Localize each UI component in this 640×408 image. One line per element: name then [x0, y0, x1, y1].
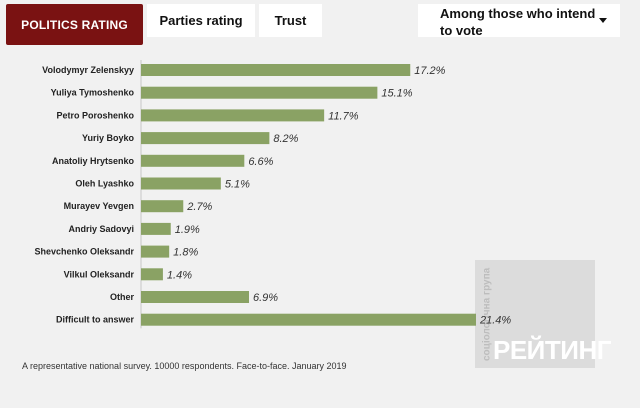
- bar: [141, 154, 245, 167]
- survey-footnote: A representative national survey. 10000 …: [22, 361, 347, 371]
- category-label: Murayev Yevgen: [64, 201, 134, 211]
- category-label: Difficult to answer: [56, 315, 135, 325]
- value-label: 8.2%: [273, 133, 298, 145]
- category-label: Petro Poroshenko: [56, 110, 134, 120]
- category-label: Vilkul Oleksandr: [64, 269, 135, 279]
- value-label: 1.9%: [175, 224, 200, 236]
- tab-parties-rating[interactable]: Parties rating: [147, 4, 255, 37]
- category-label: Oleh Lyashko: [75, 179, 134, 189]
- value-label: 15.1%: [381, 88, 412, 100]
- bar: [141, 86, 378, 99]
- value-label: 6.9%: [253, 292, 278, 304]
- bar: [141, 268, 163, 281]
- bar: [141, 200, 184, 213]
- value-label: 6.6%: [248, 156, 273, 168]
- category-label: Anatoliy Hrytsenko: [52, 156, 135, 166]
- chevron-down-icon: [599, 18, 607, 23]
- voter-filter-selected: Among those who intend to vote: [440, 6, 596, 38]
- bar: [141, 313, 476, 326]
- value-label: 1.4%: [167, 269, 192, 281]
- bar: [141, 222, 171, 235]
- category-label: Shevchenko Oleksandr: [34, 247, 134, 257]
- value-label: 11.7%: [328, 110, 359, 122]
- bar: [141, 245, 170, 258]
- value-label: 2.7%: [186, 201, 212, 213]
- value-label: 17.2%: [414, 65, 445, 77]
- watermark-brand-text: РЕЙТИНГ: [493, 335, 611, 365]
- value-label: 1.8%: [173, 247, 198, 259]
- category-label: Yuliya Tymoshenko: [51, 88, 135, 98]
- rating-watermark: соціологічна група РЕЙТИНГ: [475, 260, 611, 368]
- tab-politics-rating[interactable]: POLITICS RATING: [6, 4, 143, 45]
- value-label: 21.4%: [479, 315, 511, 327]
- bar: [141, 132, 270, 145]
- bar: [141, 109, 325, 122]
- tab-trust[interactable]: Trust: [259, 4, 322, 37]
- value-label: 5.1%: [225, 179, 250, 191]
- bar: [141, 291, 250, 303]
- bar: [141, 177, 221, 190]
- category-label: Other: [110, 292, 135, 302]
- category-label: Volodymyr Zelenskyy: [42, 65, 134, 75]
- category-label: Yuriy Boyko: [82, 133, 135, 143]
- tab-bar: POLITICS RATING Parties rating Trust Amo…: [0, 0, 640, 50]
- bar: [141, 64, 411, 76]
- category-label: Andriy Sadovyi: [68, 224, 134, 234]
- voter-filter-dropdown[interactable]: Among those who intend to vote: [418, 4, 620, 38]
